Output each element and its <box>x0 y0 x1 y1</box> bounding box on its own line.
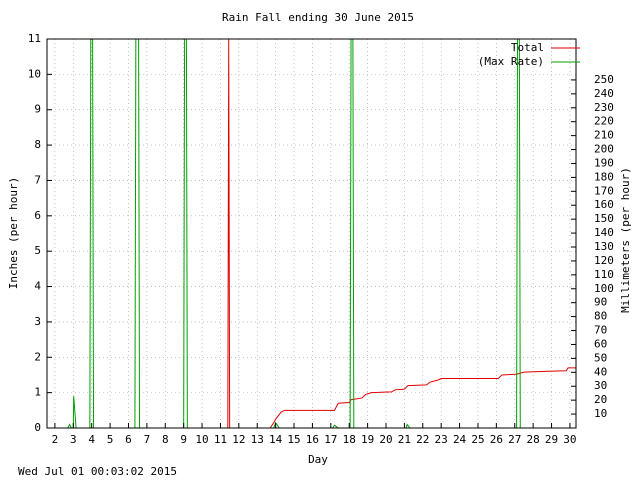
x-tick-label: 30 <box>563 433 576 446</box>
x-tick-label: 19 <box>361 433 374 446</box>
plot-border <box>46 38 577 429</box>
x-tick-label: 2 <box>52 433 59 446</box>
x-tick-label: 6 <box>125 433 132 446</box>
y2-tick-label: 140 <box>594 226 614 239</box>
y2-tick-label: 30 <box>594 379 607 392</box>
y2-axis-label: Millimeters (per hour) <box>619 167 632 313</box>
y2-tick-label: 170 <box>594 184 614 197</box>
y2-tick-label: 10 <box>594 407 607 420</box>
y-tick-label: 0 <box>34 421 41 434</box>
x-axis-label: Day <box>308 453 328 466</box>
x-tick-label: 21 <box>398 433 411 446</box>
x-tick-label: 3 <box>70 433 77 446</box>
y-tick-label: 4 <box>34 280 41 293</box>
y-axis-label: Inches (per hour) <box>7 177 20 290</box>
x-tick-label: 9 <box>180 433 187 446</box>
x-tick-label: 12 <box>232 433 245 446</box>
y-tick-label: 7 <box>34 173 41 186</box>
x-tick-label: 7 <box>144 433 151 446</box>
legend-label: (Max Rate) <box>478 55 544 68</box>
y2-tick-label: 230 <box>594 101 614 114</box>
x-tick-label: 28 <box>527 433 540 446</box>
x-tick-label: 29 <box>545 433 558 446</box>
x-tick-label: 22 <box>416 433 429 446</box>
legend-label: Total <box>511 41 544 54</box>
x-tick-label: 20 <box>379 433 392 446</box>
y-tick-label: 8 <box>34 138 41 151</box>
x-tick-label: 18 <box>343 433 356 446</box>
x-tick-label: 8 <box>162 433 169 446</box>
series-line <box>47 39 576 428</box>
y-tick-label: 11 <box>28 32 41 45</box>
x-tick-label: 27 <box>508 433 521 446</box>
y2-tick-label: 20 <box>594 393 607 406</box>
y2-tick-label: 80 <box>594 310 607 323</box>
y2-tick-label: 110 <box>594 268 614 281</box>
y2-tick-label: 160 <box>594 198 614 211</box>
y2-tick-label: 150 <box>594 212 614 225</box>
y2-tick-label: 220 <box>594 115 614 128</box>
y2-tick-label: 180 <box>594 170 614 183</box>
chart-title: Rain Fall ending 30 June 2015 <box>222 11 414 24</box>
x-tick-label: 23 <box>435 433 448 446</box>
x-tick-label: 16 <box>306 433 319 446</box>
y-tick-label: 5 <box>34 244 41 257</box>
y2-tick-label: 120 <box>594 254 614 267</box>
x-tick-label: 5 <box>107 433 114 446</box>
x-tick-label: 14 <box>269 433 283 446</box>
y2-tick-label: 40 <box>594 365 607 378</box>
y-tick-label: 9 <box>34 103 41 116</box>
x-tick-label: 15 <box>287 433 300 446</box>
x-tick-label: 24 <box>453 433 467 446</box>
x-tick-label: 10 <box>195 433 208 446</box>
x-tick-label: 17 <box>324 433 337 446</box>
y-tick-label: 10 <box>28 67 41 80</box>
y2-tick-label: 100 <box>594 282 614 295</box>
y2-tick-label: 50 <box>594 351 607 364</box>
footer: Wed Jul 01 00:03:02 2015 <box>18 465 177 478</box>
x-tick-label: 25 <box>471 433 484 446</box>
y2-tick-label: 200 <box>594 143 614 156</box>
y2-tick-label: 210 <box>594 129 614 142</box>
y2-tick-label: 60 <box>594 337 607 350</box>
y2-tick-label: 190 <box>594 156 614 169</box>
series-line <box>47 39 576 428</box>
x-tick-label: 11 <box>214 433 227 446</box>
y-tick-label: 1 <box>34 386 41 399</box>
plot-area <box>47 38 576 429</box>
x-tick-label: 4 <box>88 433 95 446</box>
y-tick-label: 2 <box>34 350 41 363</box>
y2-tick-label: 240 <box>594 87 614 100</box>
y2-tick-label: 70 <box>594 324 607 337</box>
y2-tick-label: 90 <box>594 296 607 309</box>
y2-tick-label: 250 <box>594 73 614 86</box>
x-tick-label: 26 <box>490 433 503 446</box>
y-tick-label: 3 <box>34 315 41 328</box>
x-tick-label: 13 <box>251 433 264 446</box>
y2-tick-label: 130 <box>594 240 614 253</box>
y-tick-label: 6 <box>34 209 41 222</box>
